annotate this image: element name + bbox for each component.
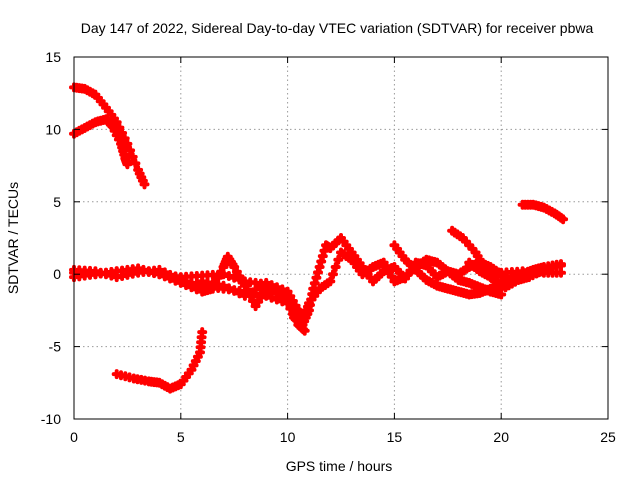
series-arc-13-markers: [517, 199, 569, 225]
data-point: [266, 280, 277, 291]
data-point: [191, 284, 202, 295]
data-point: [215, 267, 226, 278]
data-point: [234, 288, 245, 299]
y-tick-label: -10: [41, 411, 61, 427]
x-axis-label: GPS time / hours: [286, 458, 393, 474]
x-tick-label: 20: [493, 429, 509, 445]
data-point: [333, 254, 344, 265]
data-point: [556, 267, 566, 278]
chart-title: Day 147 of 2022, Sidereal Day-to-day VTE…: [81, 20, 594, 36]
x-tick-label: 25: [600, 429, 616, 445]
plot-frame: [73, 56, 609, 420]
series-arc-8-markers: [289, 233, 507, 330]
x-tick-label: 15: [387, 429, 403, 445]
data-point: [170, 275, 181, 286]
data-point: [325, 276, 336, 287]
data-point: [175, 277, 186, 288]
x-tick-label: 5: [177, 429, 185, 445]
data-point: [197, 327, 208, 338]
series-arc-3-markers: [111, 327, 208, 394]
y-tick-label: 15: [45, 49, 61, 65]
data-point: [111, 117, 122, 128]
x-tick-label: 10: [280, 429, 296, 445]
grid: [74, 57, 608, 419]
data-point: [556, 259, 566, 270]
data-point: [328, 269, 338, 280]
x-tick-label: 0: [70, 429, 78, 445]
data-point: [159, 271, 170, 282]
data-point: [330, 262, 341, 272]
x-tick-labels: 0 5 10 15 20 25: [70, 429, 616, 445]
data-point: [277, 284, 288, 295]
series-arc-1-markers: [69, 82, 150, 190]
data-point: [558, 214, 569, 225]
data-point: [139, 179, 150, 190]
y-tick-label: 10: [45, 121, 61, 137]
data-point: [117, 128, 128, 138]
data-point: [223, 283, 234, 294]
y-tick-label: 5: [53, 194, 61, 210]
data-point: [239, 280, 250, 291]
data-point: [271, 282, 282, 293]
data-point: [496, 289, 507, 300]
data-point: [181, 280, 192, 291]
data-point: [250, 284, 261, 295]
data-point: [165, 273, 176, 284]
data-point: [130, 158, 141, 169]
data-point: [261, 277, 272, 288]
axis-ticks: [73, 56, 609, 420]
data-point: [282, 298, 293, 309]
data-point: [154, 269, 165, 280]
series-arc-12-markers: [496, 259, 566, 287]
data-point: [239, 290, 250, 301]
data-point: [218, 280, 229, 291]
data-point: [229, 285, 240, 296]
data-point: [245, 287, 256, 298]
data-point: [122, 159, 133, 170]
y-tick-label: 0: [53, 266, 61, 282]
data-point: [125, 145, 136, 156]
data-point: [114, 122, 125, 133]
data-point: [255, 281, 266, 292]
data-point: [285, 303, 296, 314]
series-arc-9-markers: [389, 240, 507, 300]
y-tick-labels: -10 -5 0 5 10 15: [41, 49, 61, 427]
data-point: [127, 151, 138, 162]
data-point: [186, 282, 197, 293]
data-series: [69, 82, 569, 394]
data-point: [299, 325, 310, 336]
y-axis-label: SDTVAR / TECUs: [5, 182, 21, 294]
y-tick-label: -5: [49, 339, 62, 355]
